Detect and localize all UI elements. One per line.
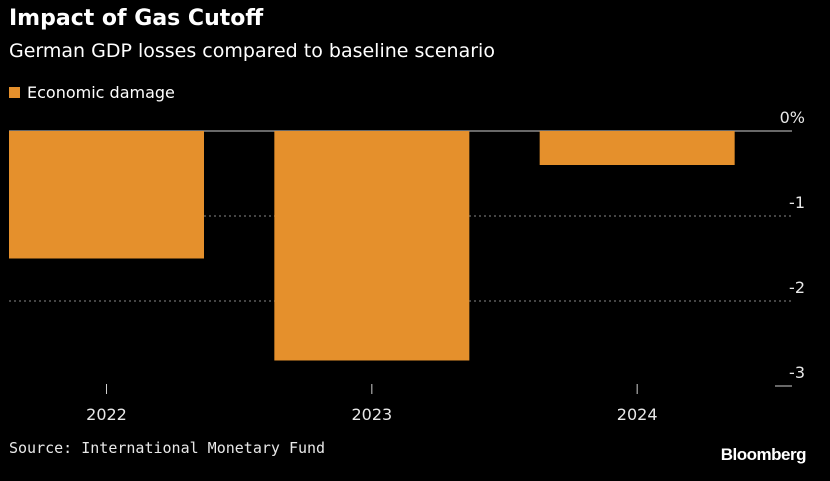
x-tick-label-2024: 2024 [617,405,658,424]
source-note: Source: International Monetary Fund [9,439,326,457]
y-tick-label: 0% [780,108,805,127]
y-tick-label: -1 [789,193,805,212]
legend-label: Economic damage [27,82,175,102]
x-tick-label-2022: 2022 [86,405,127,424]
legend: Economic damage [9,81,175,103]
bar-2022 [9,131,204,259]
legend-swatch [9,86,20,98]
bar-2023 [274,131,470,361]
bar-2024 [539,131,735,165]
chart-subtitle: German GDP losses compared to baseline s… [9,40,495,62]
bloomberg-logo: Bloomberg [720,445,807,464]
chart-title: Impact of Gas Cutoff [9,6,264,31]
y-tick-label: -2 [789,278,805,297]
y-tick-label: -3 [789,363,805,382]
x-tick-label-2023: 2023 [351,405,392,424]
